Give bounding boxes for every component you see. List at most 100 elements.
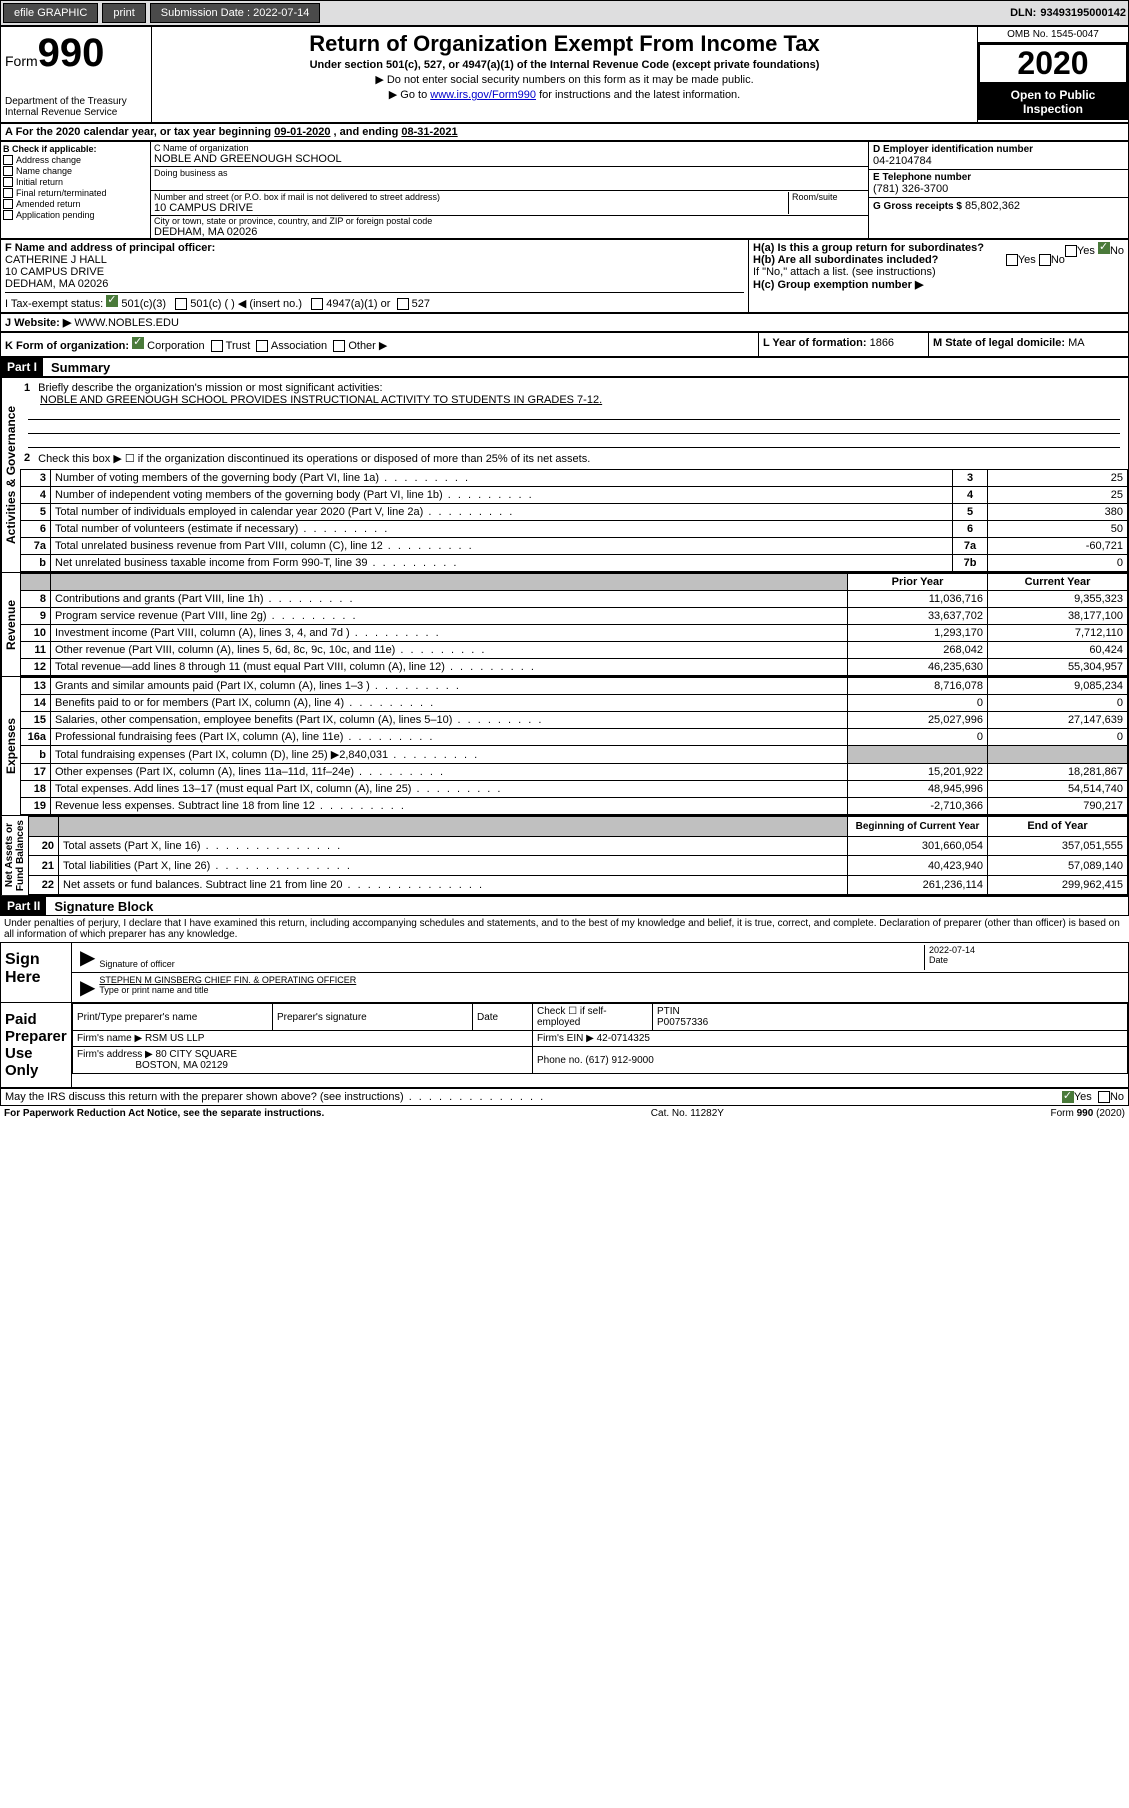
firm-name-label: Firm's name ▶ xyxy=(77,1033,142,1044)
website-label: J Website: ▶ xyxy=(5,317,71,329)
checkbox-discuss-yes-checked[interactable] xyxy=(1062,1091,1074,1103)
type-name-label: Type or print name and title xyxy=(99,985,1124,995)
signature-arrow-icon: ▶ xyxy=(76,975,99,1000)
ein-value: 04-2104784 xyxy=(873,155,1124,167)
table-row: 9 Program service revenue (Part VIII, li… xyxy=(21,608,1128,625)
checkbox-name-change[interactable] xyxy=(3,166,13,176)
row-num: 9 xyxy=(21,608,51,625)
form-label: Form xyxy=(5,53,38,69)
footer: For Paperwork Reduction Act Notice, see … xyxy=(0,1106,1129,1121)
sign-here-label: Sign Here xyxy=(1,943,71,1002)
prep-date-label: Date xyxy=(473,1004,533,1031)
table-row: 19 Revenue less expenses. Subtract line … xyxy=(21,798,1128,815)
checkbox-ha-yes[interactable] xyxy=(1065,245,1077,257)
section-f: F Name and address of principal officer:… xyxy=(1,240,748,312)
row-desc: Salaries, other compensation, employee b… xyxy=(51,712,848,729)
checkbox-other[interactable] xyxy=(333,340,345,352)
opt-501c: 501(c) ( ) ◀ (insert no.) xyxy=(190,298,302,310)
hb-yes: Yes xyxy=(1018,254,1036,266)
checkbox-assoc[interactable] xyxy=(256,340,268,352)
row-desc: Investment income (Part VIII, column (A)… xyxy=(51,625,848,642)
row-desc: Program service revenue (Part VIII, line… xyxy=(51,608,848,625)
dln-value: 93493195000142 xyxy=(1040,7,1126,19)
part-2-title: Signature Block xyxy=(46,899,153,914)
row-num: 11 xyxy=(21,642,51,659)
table-row: 12 Total revenue—add lines 8 through 11 … xyxy=(21,659,1128,676)
table-row: 7a Total unrelated business revenue from… xyxy=(21,538,1128,555)
row-num: 7a xyxy=(21,538,51,555)
dln-label: DLN: xyxy=(1010,7,1036,19)
signature-block: Sign Here ▶ Signature of officer 2022-07… xyxy=(0,942,1129,1003)
row-desc: Total fundraising expenses (Part IX, col… xyxy=(51,746,848,764)
form-title: Return of Organization Exempt From Incom… xyxy=(156,31,973,57)
h-b-note: If "No," attach a list. (see instruction… xyxy=(753,266,1124,278)
officer-addr2: DEDHAM, MA 02026 xyxy=(5,278,744,290)
row-current: 790,217 xyxy=(988,798,1128,815)
line-a-prefix: A For the 2020 calendar year, or tax yea… xyxy=(5,126,274,138)
addr-label: Number and street (or P.O. box if mail i… xyxy=(151,192,788,202)
row-val: 0 xyxy=(988,555,1128,572)
row-current: 27,147,639 xyxy=(988,712,1128,729)
row-val: 50 xyxy=(988,521,1128,538)
row-desc: Contributions and grants (Part VIII, lin… xyxy=(51,591,848,608)
ha-no: No xyxy=(1110,245,1124,257)
instr2-prefix: ▶ Go to xyxy=(389,89,430,101)
section-h: H(a) Is this a group return for subordin… xyxy=(748,240,1128,312)
table-row: 5 Total number of individuals employed i… xyxy=(21,504,1128,521)
blank-line xyxy=(28,420,1120,434)
department-label: Department of the Treasury Internal Reve… xyxy=(5,96,147,118)
submission-date-box: Submission Date : 2022-07-14 xyxy=(150,3,321,23)
checkbox-ha-no-checked[interactable] xyxy=(1098,242,1110,254)
checkbox-trust[interactable] xyxy=(211,340,223,352)
row-current: 357,051,555 xyxy=(988,836,1128,856)
section-l-label: L Year of formation: xyxy=(763,337,867,349)
checkbox-corp-checked[interactable] xyxy=(132,337,144,349)
firm-ein: 42-0714325 xyxy=(597,1033,650,1044)
row-num: 20 xyxy=(29,836,59,856)
row-num: 21 xyxy=(29,856,59,876)
discuss-text: May the IRS discuss this return with the… xyxy=(5,1091,545,1103)
checkbox-initial-return[interactable] xyxy=(3,177,13,187)
table-row: 17 Other expenses (Part IX, column (A), … xyxy=(21,764,1128,781)
checkbox-hb-no[interactable] xyxy=(1039,254,1051,266)
opt-initial-return: Initial return xyxy=(16,177,63,187)
irs-link[interactable]: www.irs.gov/Form990 xyxy=(430,89,536,101)
row-prior: 48,945,996 xyxy=(848,781,988,798)
row-desc: Number of independent voting members of … xyxy=(51,487,953,504)
checkbox-527[interactable] xyxy=(397,298,409,310)
checkbox-501c[interactable] xyxy=(175,298,187,310)
sections-k-l-m: K Form of organization: Corporation Trus… xyxy=(0,332,1129,357)
efile-graphic-label: efile GRAPHIC xyxy=(3,3,98,23)
checkbox-4947[interactable] xyxy=(311,298,323,310)
sections-b-g: B Check if applicable: Address change Na… xyxy=(0,141,1129,239)
checkbox-discuss-no[interactable] xyxy=(1098,1091,1110,1103)
row-prior: 33,637,702 xyxy=(848,608,988,625)
checkbox-501c3-checked[interactable] xyxy=(106,295,118,307)
row-box: 6 xyxy=(953,521,988,538)
website-value: WWW.NOBLES.EDU xyxy=(74,317,179,329)
activities-governance-table: 3 Number of voting members of the govern… xyxy=(20,469,1128,572)
checkbox-amended-return[interactable] xyxy=(3,199,13,209)
section-b-label: B Check if applicable: xyxy=(3,144,148,154)
table-header-row: Beginning of Current Year End of Year xyxy=(29,817,1128,837)
checkbox-final-return[interactable] xyxy=(3,188,13,198)
q1-num: 1 xyxy=(24,382,30,394)
paid-preparer-block: Paid Preparer Use Only Print/Type prepar… xyxy=(0,1003,1129,1088)
vlabel-revenue: Revenue xyxy=(1,573,20,676)
checkbox-address-change[interactable] xyxy=(3,155,13,165)
checkbox-application-pending[interactable] xyxy=(3,210,13,220)
print-button[interactable]: print xyxy=(102,3,145,23)
col-begin: Beginning of Current Year xyxy=(848,817,988,837)
room-label: Room/suite xyxy=(789,192,868,202)
row-val: -60,721 xyxy=(988,538,1128,555)
row-desc: Benefits paid to or for members (Part IX… xyxy=(51,695,848,712)
col-prior: Prior Year xyxy=(848,574,988,591)
officer-typed-name: STEPHEN M GINSBERG CHIEF FIN. & OPERATIN… xyxy=(99,975,1124,985)
section-m-label: M State of legal domicile: xyxy=(933,337,1065,349)
checkbox-hb-yes[interactable] xyxy=(1006,254,1018,266)
row-current: 55,304,957 xyxy=(988,659,1128,676)
form-subtitle: Under section 501(c), 527, or 4947(a)(1)… xyxy=(156,59,973,71)
section-j: J Website: ▶ WWW.NOBLES.EDU xyxy=(0,313,1129,332)
name-label: C Name of organization xyxy=(151,143,868,153)
instr2-suffix: for instructions and the latest informat… xyxy=(536,89,740,101)
